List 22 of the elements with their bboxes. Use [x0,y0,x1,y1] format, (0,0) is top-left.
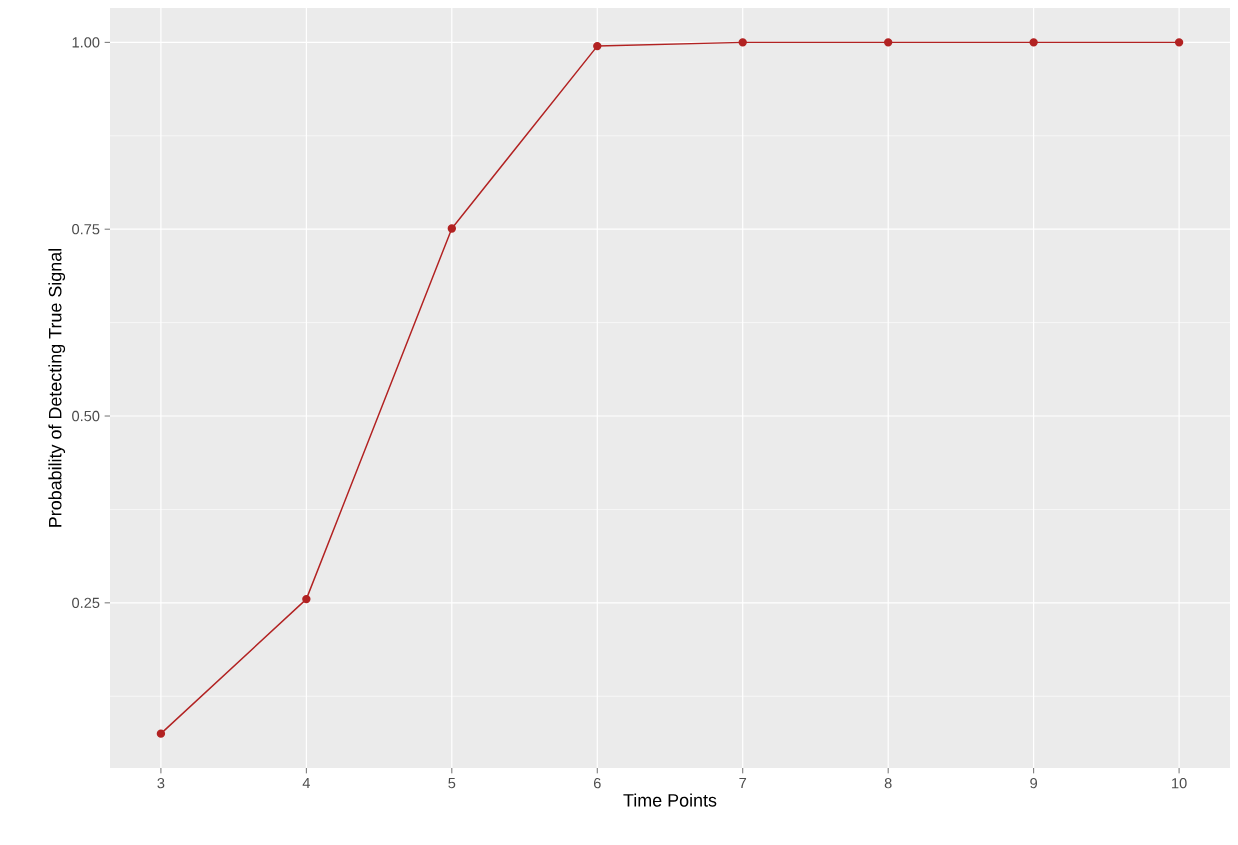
y-axis-title: Probability of Detecting True Signal [48,249,66,527]
x-tick-label: 10 [1172,778,1187,789]
x-axis-title: Time Points [623,793,717,807]
point [1029,38,1038,47]
point [884,38,893,47]
y-tick-label: 1.00 [72,37,100,48]
x-tick-label: 8 [884,778,892,789]
point [738,38,747,47]
point [156,729,166,738]
x-tick-label: 7 [739,778,747,789]
point [593,41,602,51]
y-tick-label: 0.25 [72,597,100,609]
point [447,224,456,233]
x-tick-label: 4 [302,778,310,789]
y-tick-label: 0.50 [72,410,100,422]
x-tick-label: 6 [593,778,601,789]
y-tick-label: 0.75 [72,224,100,235]
x-tick-label: 9 [1030,778,1038,789]
x-tick-label: 3 [157,778,165,789]
x-tick-label: 5 [448,778,456,789]
point [1174,38,1184,47]
point [302,594,311,604]
